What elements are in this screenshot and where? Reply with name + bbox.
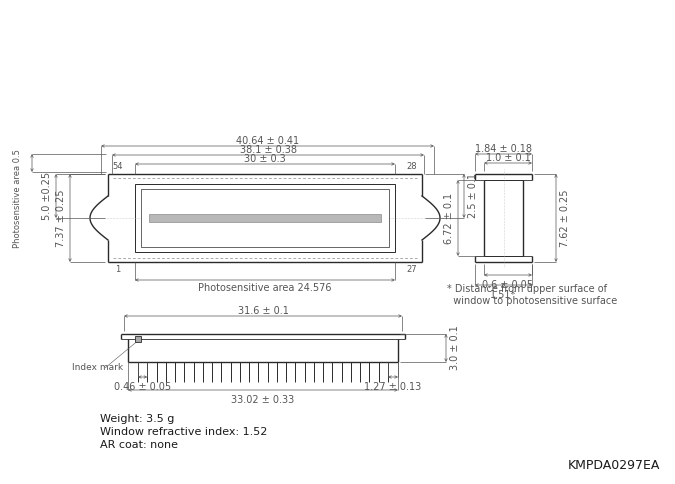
- Text: 0.46 ± 0.05: 0.46 ± 0.05: [114, 382, 171, 392]
- Text: 28: 28: [406, 162, 417, 171]
- Text: 30 ± 0.3: 30 ± 0.3: [244, 154, 286, 164]
- Text: 1: 1: [115, 265, 121, 274]
- Text: 0.6 ± 0.05: 0.6 ± 0.05: [483, 280, 533, 290]
- Text: Photosensitive area 24.576: Photosensitive area 24.576: [198, 283, 331, 293]
- Text: 3.0 ± 0.1: 3.0 ± 0.1: [450, 326, 460, 370]
- Text: * Distance from upper surface of: * Distance from upper surface of: [447, 284, 607, 294]
- Text: 5.0 ±0.25: 5.0 ±0.25: [42, 172, 52, 220]
- Text: 54: 54: [113, 162, 124, 171]
- Text: Weight: 3.5 g: Weight: 3.5 g: [100, 414, 174, 424]
- Text: Photosensitive area 0.5: Photosensitive area 0.5: [14, 150, 22, 248]
- Text: 7.62 ± 0.25: 7.62 ± 0.25: [560, 189, 570, 247]
- Text: AR coat: none: AR coat: none: [100, 440, 178, 450]
- Text: KMPDA0297EA: KMPDA0297EA: [568, 459, 660, 472]
- Text: 27: 27: [406, 265, 417, 274]
- Text: 7.37 ± 0.25: 7.37 ± 0.25: [56, 189, 66, 247]
- Text: 1.84 ± 0.18: 1.84 ± 0.18: [475, 144, 532, 154]
- Text: 1.27 ± 0.13: 1.27 ± 0.13: [364, 382, 422, 392]
- Text: 31.6 ± 0.1: 31.6 ± 0.1: [238, 306, 288, 316]
- Text: window to photosensitive surface: window to photosensitive surface: [447, 296, 617, 306]
- Bar: [135, 336, 141, 342]
- Bar: [141, 189, 389, 247]
- Text: 6.72 ± 0.1: 6.72 ± 0.1: [444, 193, 454, 243]
- Bar: [149, 214, 381, 222]
- Text: 38.1 ± 0.38: 38.1 ± 0.38: [240, 145, 296, 155]
- Text: 1.0 ± 0.1: 1.0 ± 0.1: [485, 153, 531, 163]
- Text: 1.51*: 1.51*: [490, 290, 516, 300]
- Text: 33.02 ± 0.33: 33.02 ± 0.33: [232, 395, 294, 405]
- Text: Window refractive index: 1.52: Window refractive index: 1.52: [100, 427, 267, 437]
- Text: 2.5 ± 0.1: 2.5 ± 0.1: [468, 173, 478, 218]
- Bar: [135, 184, 395, 252]
- Text: Index mark: Index mark: [72, 363, 123, 373]
- Text: 40.64 ± 0.41: 40.64 ± 0.41: [236, 136, 299, 146]
